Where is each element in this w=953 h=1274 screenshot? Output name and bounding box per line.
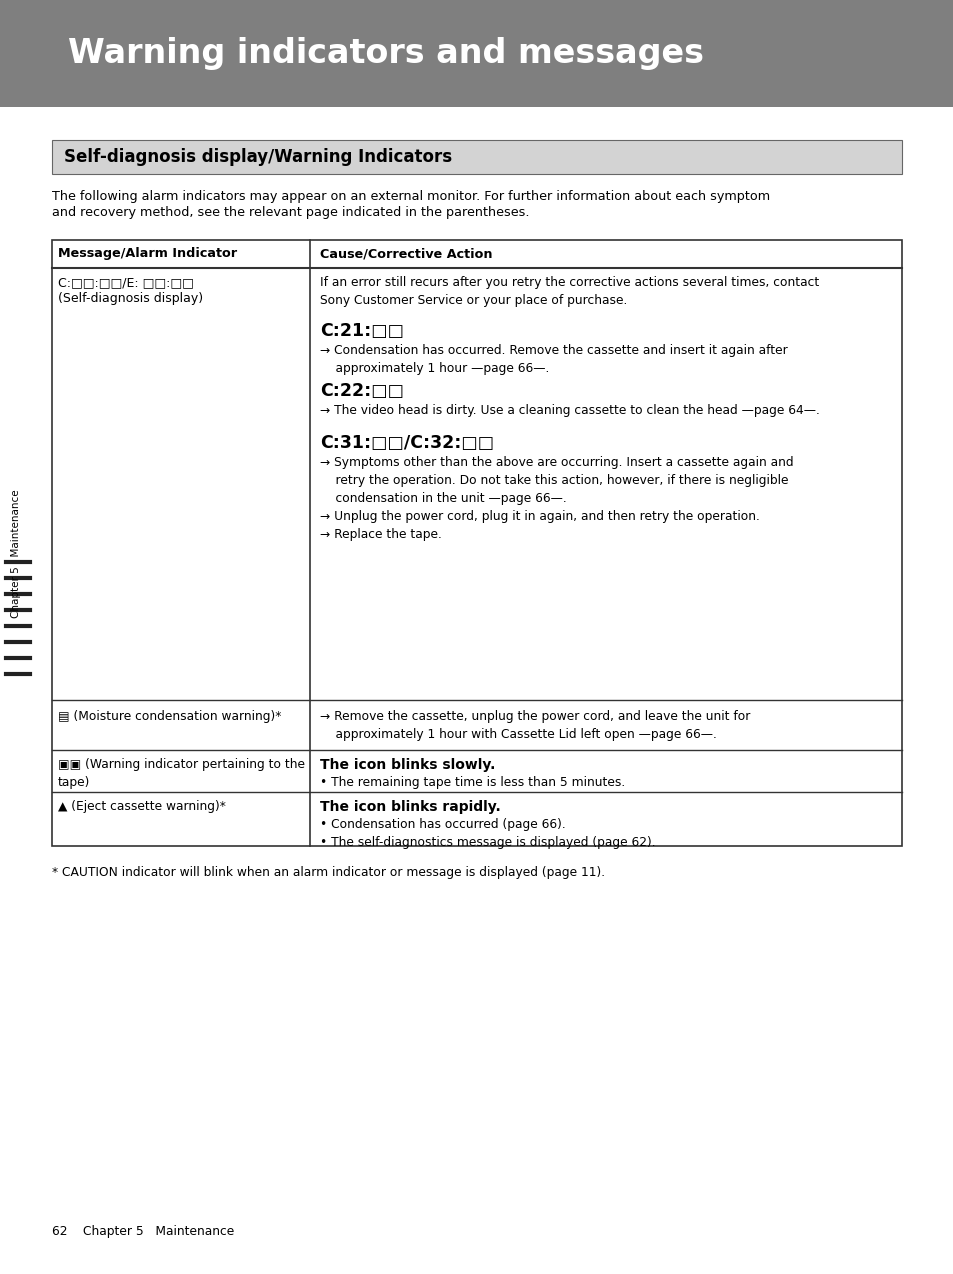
Text: ▤ (Moisture condensation warning)*: ▤ (Moisture condensation warning)* (58, 710, 281, 724)
Text: Chapter 5   Maintenance: Chapter 5 Maintenance (11, 489, 21, 618)
Text: 62    Chapter 5   Maintenance: 62 Chapter 5 Maintenance (52, 1226, 234, 1238)
Text: Message/Alarm Indicator: Message/Alarm Indicator (58, 247, 237, 260)
Text: C:22:□□: C:22:□□ (319, 382, 403, 400)
Text: • Condensation has occurred (page 66).
• The self-diagnostics message is display: • Condensation has occurred (page 66). •… (319, 818, 655, 848)
Text: ▲ (Eject cassette warning)*: ▲ (Eject cassette warning)* (58, 800, 226, 813)
Text: Cause/Corrective Action: Cause/Corrective Action (319, 247, 492, 260)
Text: ▣▣ (Warning indicator pertaining to the
tape): ▣▣ (Warning indicator pertaining to the … (58, 758, 305, 789)
Text: and recovery method, see the relevant page indicated in the parentheses.: and recovery method, see the relevant pa… (52, 206, 529, 219)
Text: Warning indicators and messages: Warning indicators and messages (68, 37, 703, 70)
Text: If an error still recurs after you retry the corrective actions several times, c: If an error still recurs after you retry… (319, 276, 819, 307)
Text: The icon blinks slowly.: The icon blinks slowly. (319, 758, 495, 772)
Bar (52, 240, 901, 846)
Text: • The remaining tape time is less than 5 minutes.: • The remaining tape time is less than 5… (319, 776, 624, 789)
Text: → Remove the cassette, unplug the power cord, and leave the unit for
    approxi: → Remove the cassette, unplug the power … (319, 710, 750, 741)
Text: C:31:□□/C:32:□□: C:31:□□/C:32:□□ (319, 434, 494, 452)
Text: → Condensation has occurred. Remove the cassette and insert it again after
    a: → Condensation has occurred. Remove the … (319, 344, 787, 375)
Text: → The video head is dirty. Use a cleaning cassette to clean the head —page 64—.: → The video head is dirty. Use a cleanin… (319, 404, 819, 417)
Text: C:21:□□: C:21:□□ (319, 322, 403, 340)
Text: (Self-diagnosis display): (Self-diagnosis display) (58, 292, 203, 304)
Text: Self-diagnosis display/Warning Indicators: Self-diagnosis display/Warning Indicator… (64, 148, 452, 166)
Text: C:□□:□□/E: □□:□□: C:□□:□□/E: □□:□□ (58, 276, 193, 289)
Text: * CAUTION indicator will blink when an alarm indicator or message is displayed (: * CAUTION indicator will blink when an a… (52, 866, 604, 879)
Bar (0, 0, 953, 107)
Bar (52, 140, 901, 175)
Text: → Symptoms other than the above are occurring. Insert a cassette again and
    r: → Symptoms other than the above are occu… (319, 456, 793, 541)
Text: The icon blinks rapidly.: The icon blinks rapidly. (319, 800, 500, 814)
Text: The following alarm indicators may appear on an external monitor. For further in: The following alarm indicators may appea… (52, 190, 769, 203)
